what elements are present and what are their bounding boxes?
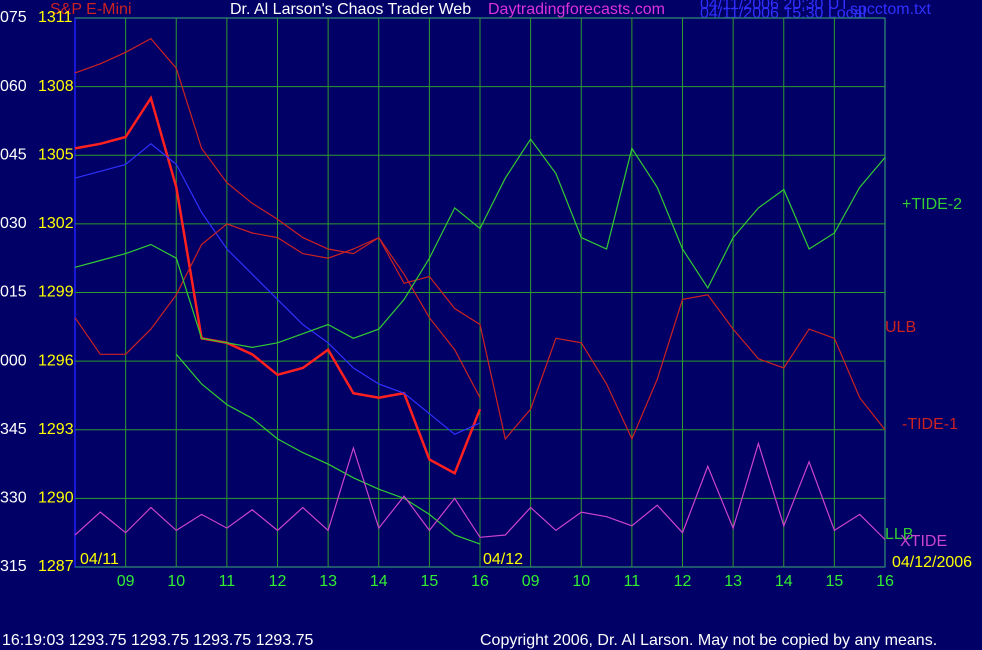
series-line xyxy=(74,441,886,540)
x-tick-label: 15 xyxy=(420,573,438,590)
angle-label: 330 xyxy=(0,490,27,507)
y-tick-label: 1305 xyxy=(38,146,74,163)
series-line xyxy=(74,138,886,349)
x-tick-label: 11 xyxy=(624,573,641,590)
x-tick-label: 13 xyxy=(319,573,337,590)
x-tick-label: 16 xyxy=(876,573,894,590)
angle-label: 000 xyxy=(0,352,27,369)
y-tick-label: 1311 xyxy=(38,9,73,26)
x-tick-label: 10 xyxy=(572,573,590,590)
legend-label: XTIDE xyxy=(900,533,947,550)
copyright: Copyright 2006, Dr. Al Larson. May not b… xyxy=(480,632,937,649)
y-tick-label: 1290 xyxy=(38,490,74,507)
x-tick-label: 11 xyxy=(219,573,236,590)
date-label: 04/12 xyxy=(483,551,523,568)
series-line xyxy=(74,37,481,398)
series-line xyxy=(175,353,481,545)
y-tick-label: 1296 xyxy=(38,352,74,369)
y-tick-label: 1299 xyxy=(38,284,74,301)
date-label: 04/11 xyxy=(80,551,119,568)
angle-label: 030 xyxy=(0,215,27,232)
x-tick-label: 12 xyxy=(269,573,287,590)
x-tick-label: 09 xyxy=(522,573,540,590)
angle-label: 075 xyxy=(0,9,27,26)
y-tick-label: 1302 xyxy=(38,215,74,232)
x-tick-label: 13 xyxy=(724,573,742,590)
x-tick-label: 15 xyxy=(825,573,843,590)
angle-label: 060 xyxy=(0,78,27,95)
y-tick-label: 1287 xyxy=(38,558,74,575)
y-tick-label: 1293 xyxy=(38,421,74,438)
angle-label: 015 xyxy=(0,284,27,301)
x-tick-label: 10 xyxy=(167,573,185,590)
legend-label: ULB xyxy=(885,319,916,336)
x-tick-label: 12 xyxy=(674,573,692,590)
date-label: 04/12/2006 xyxy=(892,554,972,571)
legend-label: LLB xyxy=(885,526,913,543)
series-line xyxy=(74,95,482,475)
symbol: S&P E-Mini xyxy=(50,1,132,18)
x-tick-label: 16 xyxy=(471,573,489,590)
website: Daytradingforecasts.com xyxy=(488,1,665,18)
x-tick-label: 14 xyxy=(775,573,793,590)
series-line xyxy=(74,143,481,435)
angle-label: 345 xyxy=(0,421,27,438)
y-tick-label: 1308 xyxy=(38,78,74,95)
chart-title: Dr. Al Larson's Chaos Trader Web xyxy=(230,1,471,18)
timestamp-ut: 04/11/2006 20:30 UT xyxy=(700,0,849,13)
x-tick-label: 14 xyxy=(370,573,388,590)
file-name: spcctom.txt xyxy=(850,1,931,18)
legend-label: +TIDE-2 xyxy=(902,196,962,213)
x-tick-label: 09 xyxy=(117,573,135,590)
legend-label: -TIDE-1 xyxy=(902,416,958,433)
timestamp-local: 04/11/2006 15:30 Local xyxy=(700,5,866,22)
angle-label: 045 xyxy=(0,146,27,163)
angle-label: 315 xyxy=(0,558,27,575)
status: 16:19:03 1293.75 1293.75 1293.75 1293.75 xyxy=(2,632,314,649)
series-line xyxy=(74,223,886,441)
